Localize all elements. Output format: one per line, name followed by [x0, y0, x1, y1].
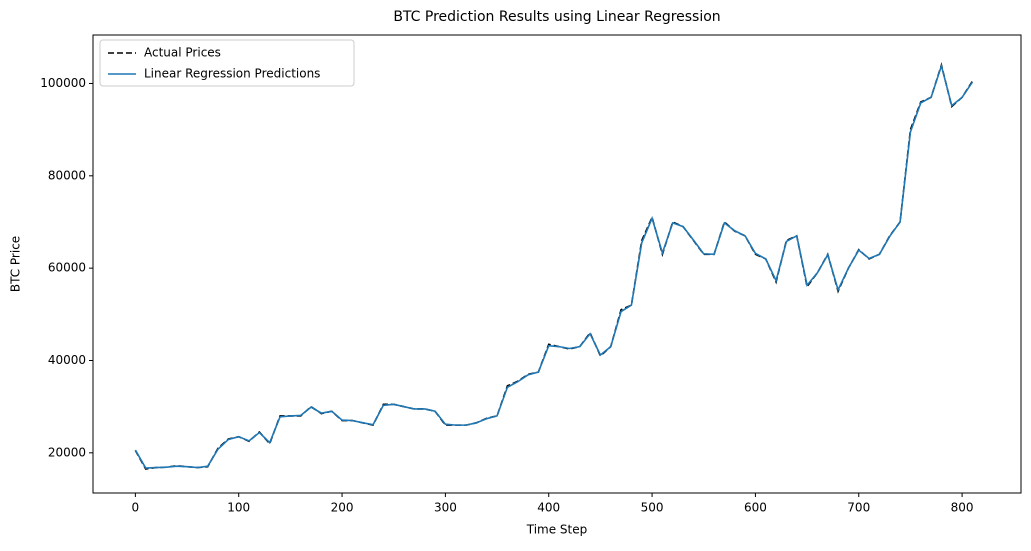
x-tick-label: 500	[641, 501, 664, 515]
x-axis-label: Time Step	[526, 523, 588, 537]
y-tick-label: 100000	[40, 76, 86, 90]
x-tick-label: 200	[331, 501, 354, 515]
x-tick-label: 600	[744, 501, 767, 515]
x-tick-label: 800	[951, 501, 974, 515]
legend: Actual Prices Linear Regression Predictio…	[99, 39, 355, 87]
series-line	[134, 63, 974, 469]
series-line	[134, 62, 974, 470]
chart-title: BTC Prediction Results using Linear Regr…	[393, 9, 720, 25]
legend-label: Linear Regression Predictions	[144, 67, 320, 81]
x-tick-label: 100	[227, 501, 250, 515]
y-tick-label: 80000	[48, 168, 86, 182]
y-axis-label: BTC Price	[9, 236, 23, 292]
x-tick-label: 0	[132, 501, 140, 515]
legend-box	[99, 39, 355, 87]
x-tick-label: 700	[847, 501, 870, 515]
x-tick-label: 400	[537, 501, 560, 515]
y-tick-label: 60000	[48, 261, 86, 275]
y-tick-label: 20000	[48, 445, 86, 459]
plot-frame	[92, 34, 1022, 494]
legend-label: Actual Prices	[144, 46, 221, 60]
y-tick-label: 40000	[48, 353, 86, 367]
x-tick-label: 300	[434, 501, 457, 515]
